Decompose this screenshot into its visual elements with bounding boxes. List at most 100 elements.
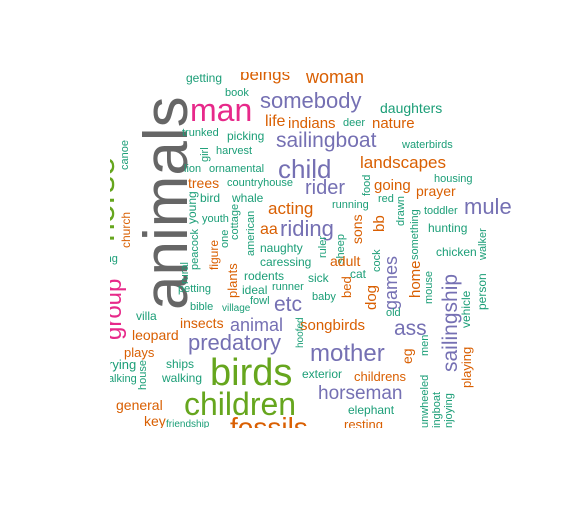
word-life: life: [265, 113, 286, 130]
word-rural: rural: [179, 261, 191, 284]
word-bed: bed: [339, 276, 354, 298]
word-ingboat: ingboat: [431, 391, 443, 428]
word-trees: trees: [188, 175, 220, 191]
word-cat: cat: [350, 267, 367, 281]
word-indians: indians: [288, 115, 336, 132]
word-walking: walking: [162, 371, 203, 385]
word-aa: aa: [260, 221, 278, 238]
word-landscapes: landscapes: [360, 153, 447, 172]
word-house: walking: [110, 373, 137, 385]
word-insects: insects: [180, 315, 224, 331]
word-bird: bird: [200, 191, 221, 205]
word-leopard: leopard: [132, 327, 179, 343]
word-whale: whale: [232, 191, 264, 205]
word-villa: hoofed: [295, 317, 306, 348]
word-playing: playing: [459, 346, 474, 388]
word-animal: animal: [230, 315, 284, 335]
word-person: villa: [136, 309, 157, 323]
word-ornamental: ornamental: [209, 163, 265, 175]
word-men: men: [419, 334, 431, 356]
word-horseman: horseman: [318, 383, 403, 404]
word-somebody: somebody: [260, 88, 362, 113]
word-cloud-body: getting beings woman book animals man so…: [110, 72, 530, 428]
word-elephant: elephant: [348, 403, 395, 417]
word-games: games: [381, 255, 401, 310]
word-key: key: [144, 413, 166, 428]
word-hunting: hunting: [428, 221, 468, 235]
word-sons: sons: [349, 214, 365, 244]
word-red: red: [378, 193, 394, 205]
word-one: one: [219, 229, 231, 248]
word-friendship: friendship: [166, 419, 210, 429]
word-ruler: ruler: [317, 235, 329, 258]
word-toddler: toddler: [424, 205, 458, 217]
word-housing: housing: [434, 173, 473, 185]
word-figure: figure: [207, 239, 221, 270]
word-running: running: [332, 199, 369, 211]
word-sailingship: sailingship: [439, 273, 462, 372]
word-walker: walker: [477, 228, 489, 260]
word-old: old: [386, 307, 401, 319]
word-young: young: [185, 191, 199, 224]
word-bb: bb: [371, 215, 388, 232]
word-deer: deer: [343, 117, 366, 129]
word-resting: resting: [344, 417, 384, 428]
word-food: food: [361, 174, 373, 196]
word-ass: ass: [394, 317, 427, 340]
word-baby: baby: [312, 291, 336, 303]
word-rider: rider: [305, 177, 346, 199]
word-countryhouse: countryhouse: [227, 177, 294, 189]
word-vehicle: person: [475, 273, 489, 310]
word-village: vehicle: [459, 290, 473, 328]
word-predatory: predatory: [188, 330, 281, 355]
word-etc: etc: [274, 293, 303, 316]
word-something: something: [409, 209, 421, 260]
word-mule: mule: [464, 194, 512, 219]
word-girl: girl: [199, 147, 211, 162]
word-carrying: ships: [166, 357, 195, 371]
word-child: child: [278, 154, 332, 184]
word-picking: picking: [227, 129, 265, 143]
word-sailingboat: sailingboat: [276, 129, 377, 152]
word-going: going: [374, 177, 411, 194]
word-drawn: drawn: [395, 196, 407, 226]
word-nature: nature: [372, 115, 415, 132]
word-church: church: [119, 211, 133, 248]
word-book: book: [225, 87, 249, 99]
word-ideal: ideal: [242, 283, 268, 297]
word-acting: acting: [268, 199, 314, 218]
word-woman: woman: [306, 72, 365, 87]
word-songbirds: songbirds: [300, 317, 366, 334]
word-daughters: daughters: [380, 100, 443, 116]
word-exterior: exterior: [302, 367, 343, 381]
word-peacock: peacock: [189, 229, 201, 270]
word-strolling: strolling: [110, 253, 118, 265]
word-cottage: cottage: [229, 203, 241, 240]
word-birds: birds: [210, 352, 293, 394]
word-ships: house: [137, 360, 149, 390]
word-plays: carrying: [110, 357, 137, 372]
word-fossils: fossils: [230, 412, 308, 429]
word-trunked: trunked: [182, 127, 219, 139]
word-hoofed: plays: [124, 345, 155, 360]
word-group: group: [110, 278, 127, 340]
word-rodents: rodents: [244, 269, 285, 283]
word-runner: runner: [272, 281, 304, 293]
word-dog: dog: [363, 284, 380, 310]
word-njoying: njoying: [443, 393, 455, 428]
word-sick: sick: [308, 271, 329, 285]
word-riding: riding: [280, 216, 334, 241]
word-eg: eg: [399, 348, 415, 364]
word-unwheeled: unwheeled: [419, 374, 431, 428]
word-caressing: caressing: [260, 255, 312, 269]
word-prayer: prayer: [416, 183, 456, 199]
word-adult: adult: [330, 253, 361, 269]
word-getting: getting: [186, 72, 223, 85]
word-naughty: naughty: [260, 241, 303, 255]
word-bible: village: [222, 303, 251, 314]
word-children: children: [184, 386, 297, 422]
word-chicken: chicken: [436, 245, 477, 259]
word-beings: beings: [240, 72, 291, 84]
word-waterbirds: waterbirds: [402, 139, 453, 151]
